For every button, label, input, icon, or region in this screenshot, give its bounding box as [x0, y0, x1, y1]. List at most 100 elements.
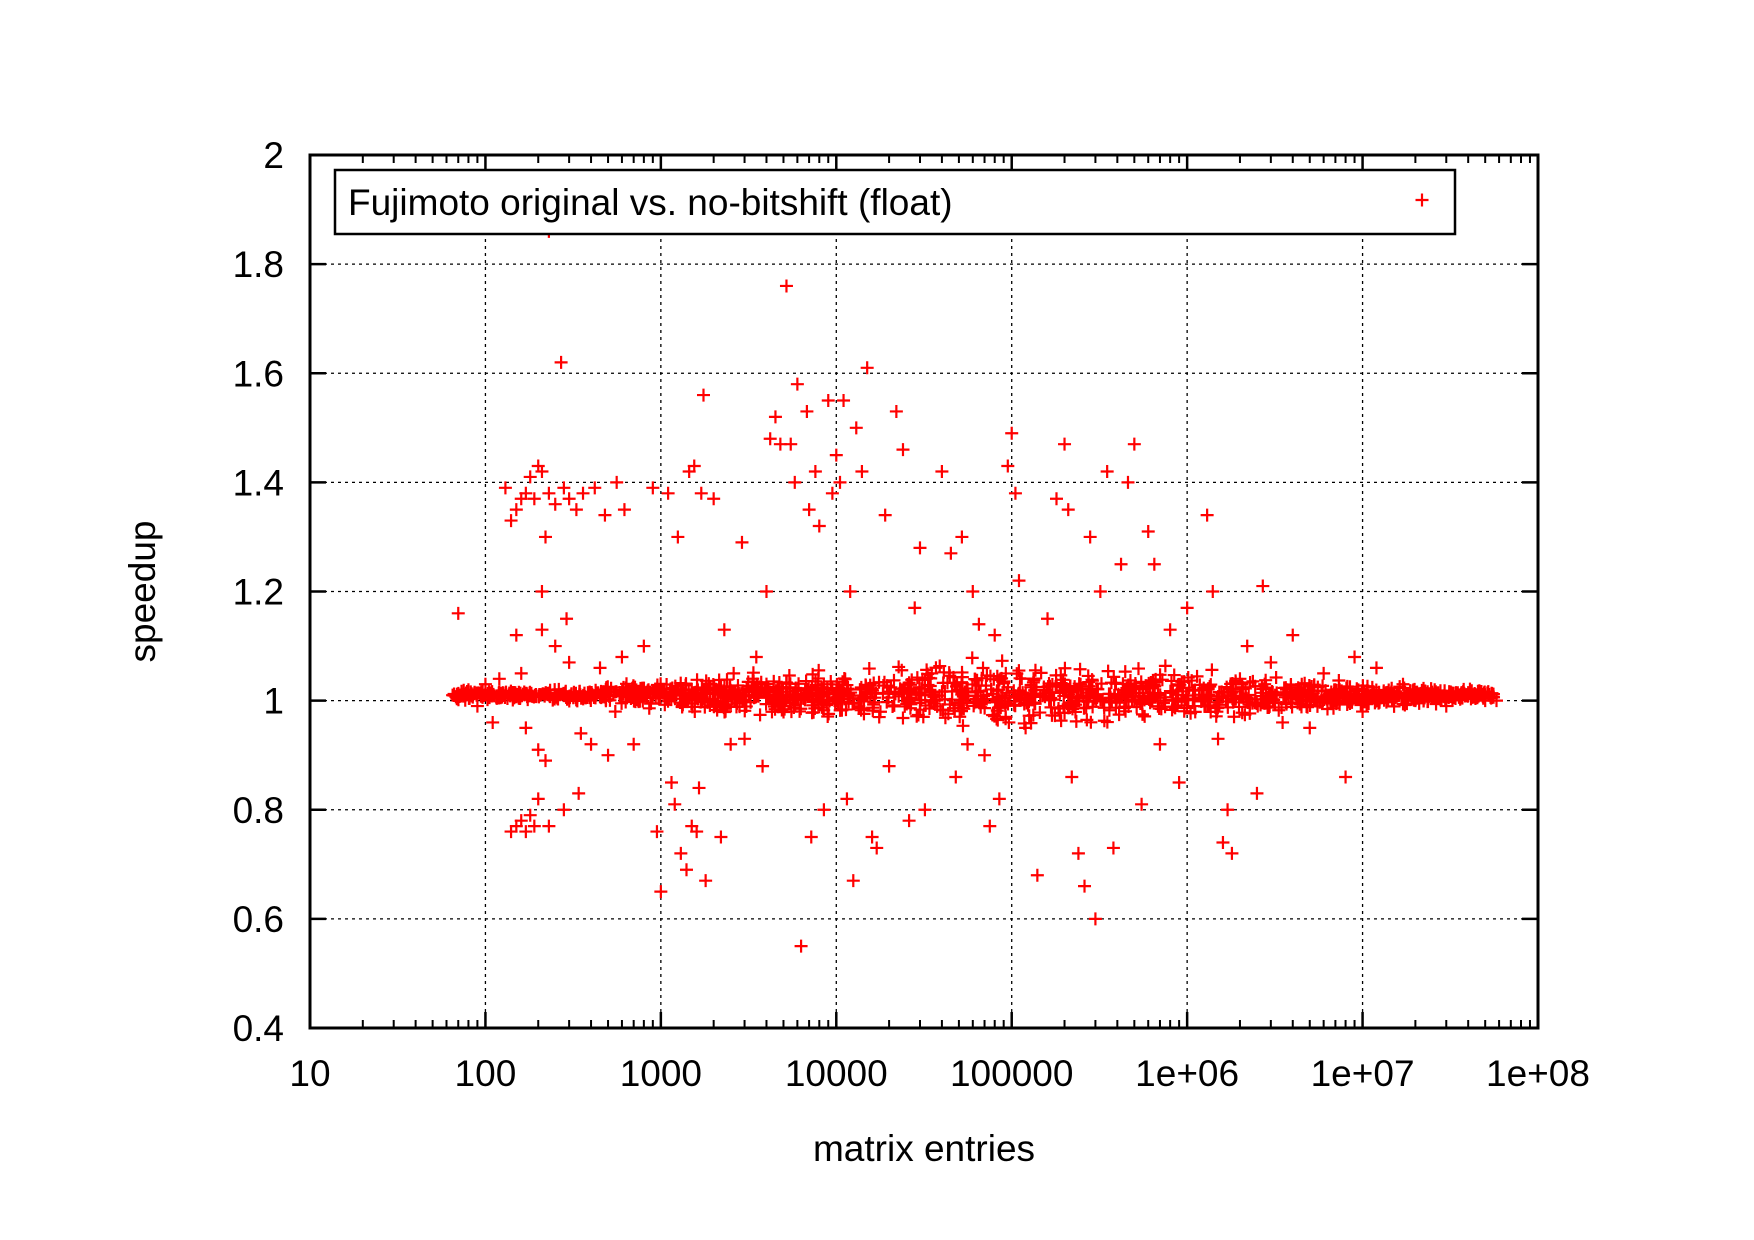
data-point	[1219, 694, 1233, 708]
data-point	[690, 825, 704, 839]
data-point	[531, 743, 545, 757]
y-tick-label: 1.8	[233, 244, 284, 285]
data-point	[535, 585, 549, 598]
data-point	[1197, 699, 1211, 713]
data-point	[1229, 674, 1243, 688]
legend-marker-glyph	[1415, 193, 1429, 207]
data-point	[661, 486, 675, 500]
data-point	[862, 662, 876, 676]
data-point	[727, 666, 741, 680]
data-point	[995, 654, 1009, 668]
data-point	[738, 732, 752, 746]
data-point	[929, 661, 943, 675]
data-point	[574, 726, 588, 740]
data-point	[1305, 686, 1319, 700]
data-point	[970, 673, 984, 687]
grid	[310, 155, 1538, 1028]
data-point	[870, 841, 884, 855]
data-point	[846, 874, 860, 888]
data-point	[610, 475, 624, 489]
data-point	[812, 687, 826, 701]
data-point	[1221, 803, 1235, 817]
data-point	[637, 639, 651, 653]
data-point	[1144, 694, 1158, 708]
data-point	[925, 693, 939, 707]
data-point	[896, 711, 910, 725]
data-point	[660, 677, 674, 691]
data-point	[804, 830, 818, 844]
data-point	[1206, 585, 1220, 598]
data-point	[1173, 678, 1187, 692]
data-point	[953, 710, 967, 724]
data-point	[1138, 709, 1152, 723]
data-point	[1211, 732, 1225, 746]
data-point	[1082, 675, 1096, 689]
data-point	[817, 803, 831, 817]
x-tick-label: 100	[455, 1053, 517, 1094]
data-point	[933, 689, 947, 703]
data-point	[509, 503, 523, 517]
data-point	[889, 404, 903, 418]
data-point	[1071, 846, 1085, 860]
data-point	[519, 486, 533, 500]
data-point	[576, 486, 590, 500]
data-point	[1043, 679, 1057, 693]
data-point	[1100, 464, 1114, 478]
data-point	[669, 686, 683, 700]
data-point	[860, 361, 874, 375]
data-point	[1276, 715, 1290, 729]
data-point	[1053, 706, 1067, 720]
data-point	[519, 721, 533, 735]
data-point	[1291, 681, 1305, 695]
data-point	[588, 481, 602, 495]
data-point	[972, 617, 986, 631]
data-point	[949, 770, 963, 784]
data-point	[1184, 706, 1198, 720]
data-point	[1286, 628, 1300, 642]
data-point	[584, 737, 598, 751]
data-point	[498, 481, 512, 495]
data-point	[833, 475, 847, 489]
data-point	[1034, 666, 1048, 680]
data-point	[843, 585, 857, 598]
data-point	[805, 706, 819, 720]
data-point	[631, 691, 645, 705]
data-point	[447, 688, 461, 702]
data-point	[724, 689, 738, 703]
data-point	[526, 689, 540, 703]
data-point	[1241, 695, 1255, 709]
data-point	[1254, 686, 1268, 700]
data-point	[872, 710, 886, 724]
data-point	[961, 737, 975, 751]
data-point	[1111, 687, 1125, 701]
y-tick-label: 1.6	[233, 353, 284, 394]
data-point	[1107, 670, 1121, 684]
data-point	[763, 685, 777, 699]
data-point	[650, 686, 664, 700]
data-point	[788, 475, 802, 489]
data-point	[763, 432, 777, 446]
data-point	[1114, 557, 1128, 571]
data-point	[679, 863, 693, 877]
data-point	[896, 443, 910, 457]
data-point	[846, 692, 860, 706]
data-point	[554, 355, 568, 369]
data-point	[915, 672, 929, 686]
data-point	[767, 674, 781, 688]
data-point	[901, 692, 915, 706]
data-point	[1307, 678, 1321, 692]
data-point	[825, 486, 839, 500]
data-point	[1269, 671, 1283, 685]
data-point	[1016, 686, 1030, 700]
data-point	[1369, 661, 1383, 675]
data-point	[1133, 697, 1147, 711]
data-point	[1007, 695, 1021, 709]
data-point	[965, 651, 979, 665]
data-point	[1324, 691, 1338, 705]
data-point	[1142, 676, 1156, 690]
data-point	[560, 692, 574, 706]
data-point	[887, 673, 901, 687]
data-point	[881, 691, 895, 705]
data-point	[918, 803, 932, 817]
data-point	[543, 690, 557, 704]
